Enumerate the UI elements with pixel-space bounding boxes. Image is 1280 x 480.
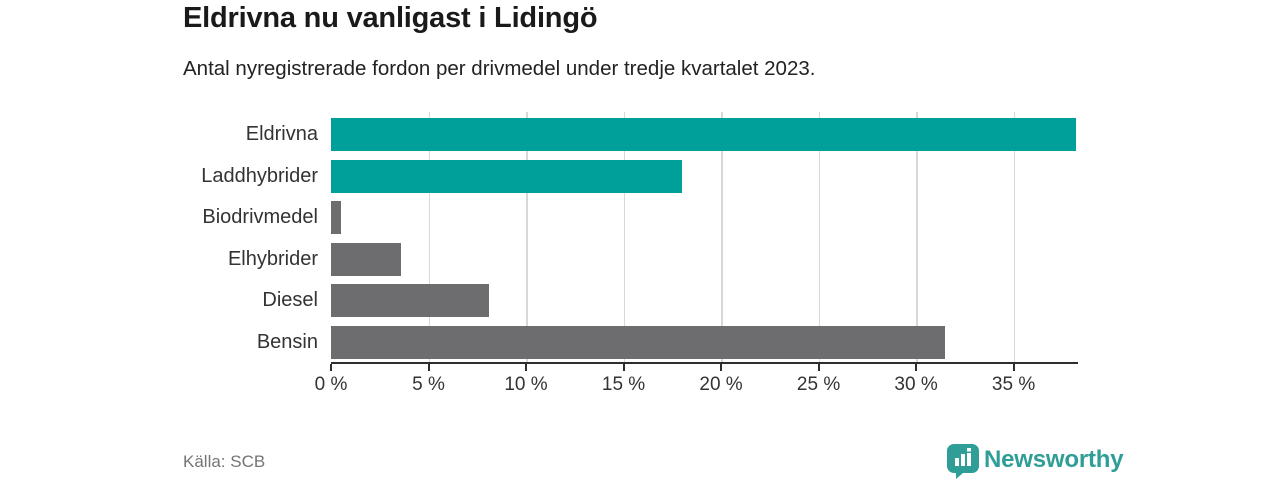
x-axis-tick-label-0: 0 % (314, 374, 348, 395)
x-axis-tick-5 (427, 364, 430, 371)
gridline-20 (721, 112, 723, 362)
x-axis-tick-label-35: 35 % (991, 374, 1036, 395)
x-axis-tick-label-5: 5 % (412, 374, 445, 395)
logo-bar-2 (961, 454, 965, 466)
category-label-elhybrider: Elhybrider (227, 247, 318, 270)
bar-diesel (331, 284, 489, 317)
x-axis-tick-35 (1012, 364, 1015, 371)
brand-name: Newsworthy (984, 446, 1124, 473)
gridline-15 (623, 112, 626, 362)
gridline-10 (526, 112, 528, 362)
x-axis-tick-label-15: 15 % (601, 374, 646, 395)
bar-bensin (331, 325, 946, 359)
bar-elhybrider (331, 242, 402, 276)
gridline-35 (1013, 112, 1016, 362)
x-axis-tick-15 (622, 364, 625, 371)
gridline-25 (818, 112, 821, 362)
gridline-30 (916, 112, 918, 362)
x-axis-tick-10 (525, 364, 528, 371)
category-axis: Eldrivna Laddhybrider Biodrivmedel Elhybrid… (0, 112, 318, 362)
category-label-biodrivmedel: Biodrivmedel (202, 206, 318, 228)
chart-title: Eldrivna nu vanligast i Lidingö (183, 2, 598, 34)
logo-bar-3 (967, 453, 971, 466)
newsworthy-logo-icon (947, 444, 979, 479)
bar-biodrivmedel (331, 201, 341, 234)
x-axis: 0 % 5 % 10 % 15 % 20 % 25 % 30 % 35 % (315, 362, 1076, 402)
x-axis-line (331, 362, 1078, 364)
x-axis-tick-25 (817, 364, 820, 371)
logo-bar-1 (955, 458, 959, 466)
x-axis-tick-label-30: 30 % (894, 374, 938, 395)
bar-laddhybrider (331, 159, 683, 193)
x-axis-tick-30 (915, 364, 918, 371)
x-axis-tick-label-20: 20 % (699, 374, 743, 395)
x-axis-tick-label-10: 10 % (504, 374, 548, 395)
x-axis-tick-0 (330, 364, 332, 371)
category-label-laddhybrider: Laddhybrider (201, 164, 318, 187)
logo-dot (967, 448, 971, 452)
brand-logo: Newsworthy (946, 443, 1124, 479)
category-label-bensin: Bensin (256, 330, 318, 353)
category-label-eldrivna: Eldrivna (245, 123, 318, 145)
bar-eldrivna (331, 118, 1076, 151)
plot-area (331, 112, 1076, 362)
x-axis-tick-label-25: 25 % (796, 374, 841, 395)
source-note: Källa: SCB (183, 452, 266, 471)
gridline-5 (428, 112, 430, 362)
x-axis-tick-20 (720, 364, 723, 371)
category-label-diesel: Diesel (262, 289, 318, 311)
chart-subtitle: Antal nyregistrerade fordon per drivmede… (183, 57, 816, 80)
